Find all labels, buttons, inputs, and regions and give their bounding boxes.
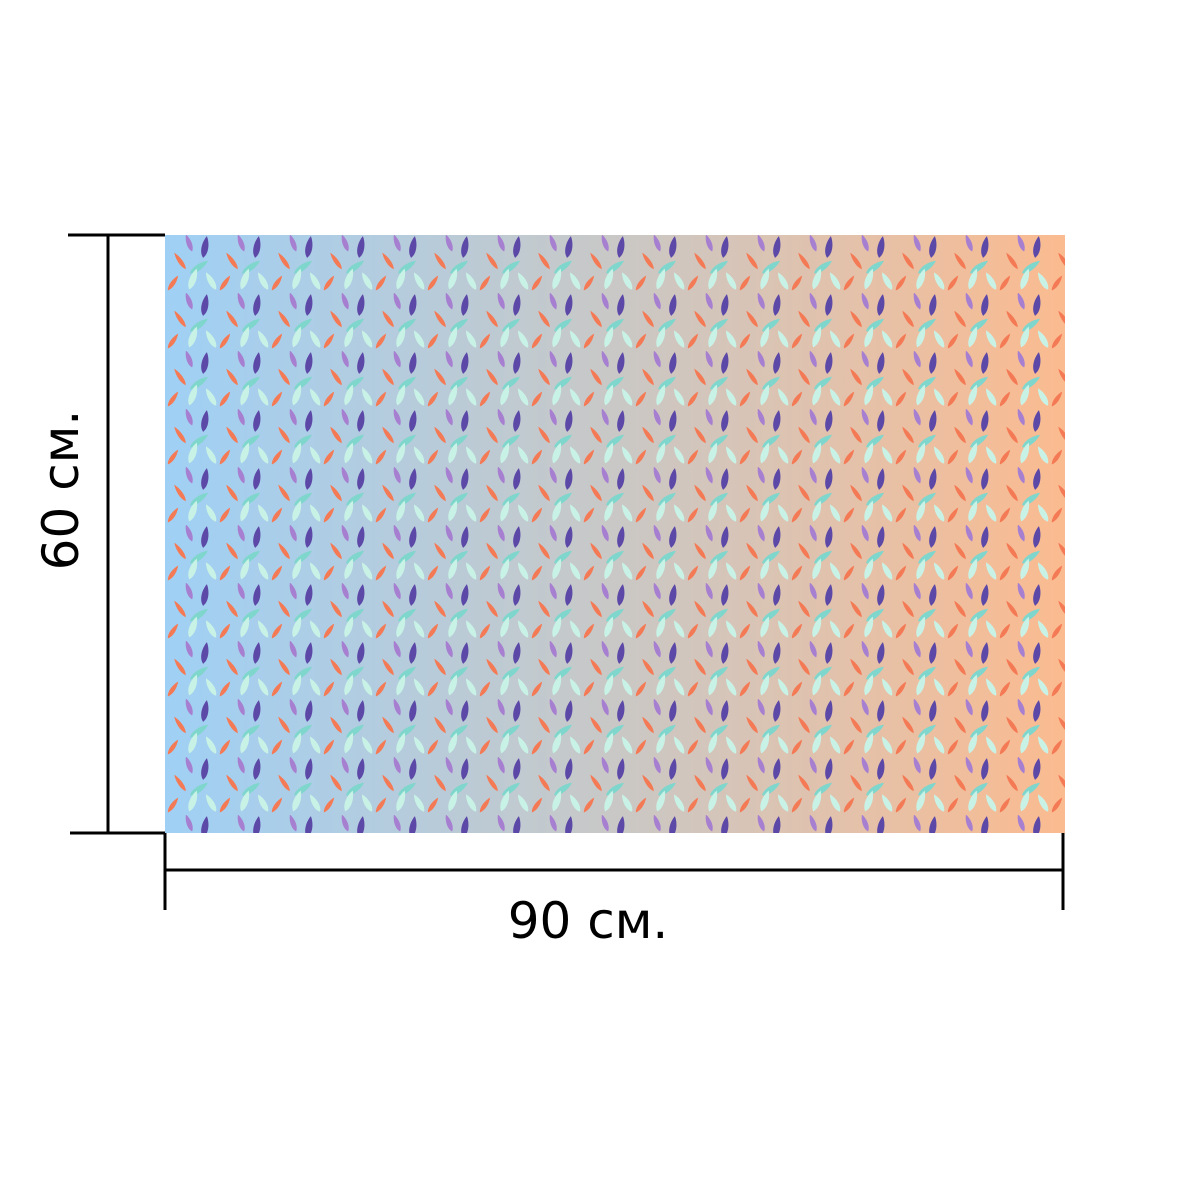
rug-pattern-area: [165, 235, 1065, 833]
height-dimension: 60 см.: [32, 233, 165, 835]
width-label: 90 см.: [508, 892, 669, 950]
rug-leaf-pattern: [165, 235, 1065, 833]
width-dimension: 90 см.: [163, 833, 1065, 950]
height-label: 60 см.: [32, 410, 90, 571]
